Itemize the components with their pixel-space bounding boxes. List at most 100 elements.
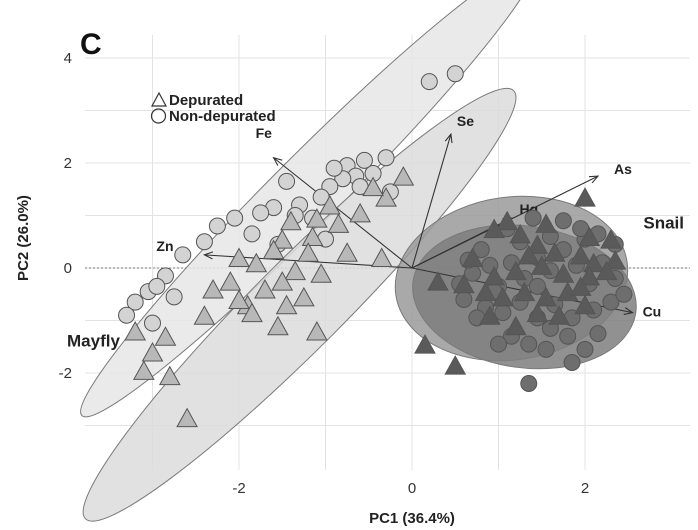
point-circle — [520, 335, 538, 353]
point-circle — [278, 172, 296, 190]
group-label: Mayfly — [67, 332, 120, 351]
point-circle — [589, 325, 607, 343]
point-circle — [615, 285, 633, 303]
point-circle — [537, 340, 555, 358]
loading-label: Cu — [643, 304, 662, 320]
loading-vector — [273, 157, 413, 269]
point-triangle — [219, 271, 242, 291]
point-triangle — [483, 218, 506, 239]
point-triangle — [578, 265, 601, 286]
point-triangle — [461, 247, 484, 267]
point-triangle — [362, 176, 384, 197]
point-triangle — [370, 247, 393, 267]
point-triangle — [306, 208, 328, 228]
point-triangle — [228, 247, 250, 267]
point-triangle — [254, 278, 276, 299]
point-circle — [446, 65, 464, 83]
loading-label: Zn — [156, 238, 173, 254]
point-triangle — [530, 255, 553, 275]
point-circle — [148, 277, 166, 295]
group-label: Snail — [643, 213, 684, 232]
point-circle — [144, 314, 161, 332]
point-triangle — [535, 286, 557, 307]
point-circle — [165, 288, 183, 306]
point-circle — [563, 354, 581, 371]
x-tick-label: -2 — [232, 480, 245, 497]
point-triangle — [517, 244, 540, 265]
point-triangle — [349, 202, 371, 223]
point-triangle — [552, 263, 575, 283]
point-triangle — [474, 281, 497, 302]
point-circle — [494, 304, 512, 322]
point-triangle — [124, 320, 147, 341]
point-triangle — [392, 166, 415, 186]
point-triangle — [509, 223, 531, 244]
point-circle — [420, 73, 438, 91]
legend-label-non-depurated: Non-depurated — [169, 108, 276, 125]
legend-label-depurated: Depurated — [169, 92, 243, 109]
point-triangle — [569, 244, 592, 265]
point-circle — [602, 293, 620, 311]
point-triangle — [535, 213, 557, 233]
point-triangle — [158, 365, 181, 386]
point-triangle — [491, 286, 514, 307]
point-triangle — [241, 302, 263, 323]
loading-arrowhead — [202, 251, 214, 260]
point-triangle — [141, 341, 164, 362]
point-triangle — [193, 305, 216, 325]
point-triangle — [318, 194, 341, 215]
point-triangle — [336, 242, 358, 262]
point-triangle — [228, 289, 250, 309]
point-triangle — [275, 294, 298, 315]
y-tick-label: 2 — [64, 155, 72, 172]
point-circle — [576, 340, 594, 358]
point-circle — [455, 291, 473, 308]
panel-label: C — [80, 28, 102, 61]
point-triangle — [280, 210, 302, 231]
point-circle — [126, 293, 144, 311]
x-tick-label: 2 — [581, 480, 589, 497]
legend: Depurated Non-depurated — [150, 91, 276, 125]
point-triangle — [574, 294, 596, 315]
loading-arrowhead — [623, 307, 634, 315]
point-triangle — [543, 242, 566, 262]
loading-arrowhead — [444, 132, 453, 144]
point-triangle — [306, 320, 328, 341]
point-triangle — [284, 260, 307, 281]
point-triangle — [504, 260, 527, 281]
confidence-ellipses — [80, 0, 637, 522]
point-triangle — [176, 407, 198, 428]
point-triangle — [548, 305, 570, 325]
loading-label: Se — [457, 113, 474, 129]
loading-arrowhead — [588, 175, 600, 184]
point-triangle — [600, 229, 622, 249]
point-circle — [528, 277, 546, 295]
point-triangle — [293, 286, 315, 307]
point-triangle — [574, 187, 596, 207]
legend-triangle-icon — [150, 91, 168, 107]
y-tick-label: 4 — [64, 50, 72, 67]
point-circle — [208, 217, 226, 235]
point-triangle — [526, 234, 549, 254]
group-labels: Mayfly Snail — [67, 213, 684, 350]
point-circle — [195, 233, 213, 251]
legend-circle-icon — [150, 108, 167, 124]
y-tick-label: 0 — [64, 260, 72, 277]
y-tick-label: -2 — [59, 365, 72, 382]
point-circle — [559, 327, 577, 345]
point-triangle — [496, 210, 518, 231]
point-triangle — [504, 315, 527, 336]
point-triangle — [262, 239, 285, 260]
point-circle — [325, 159, 343, 177]
point-triangle — [595, 260, 618, 281]
point-triangle — [479, 305, 501, 325]
point-triangle — [513, 281, 536, 302]
point-circle — [226, 209, 244, 227]
point-circle — [377, 149, 395, 167]
point-triangle — [133, 360, 155, 380]
x-axis-label: PC1 (36.4%) — [369, 510, 455, 527]
point-triangle — [202, 278, 224, 299]
point-triangle — [427, 271, 449, 291]
x-tick-label: 0 — [408, 480, 416, 497]
loading-vector — [411, 133, 452, 269]
